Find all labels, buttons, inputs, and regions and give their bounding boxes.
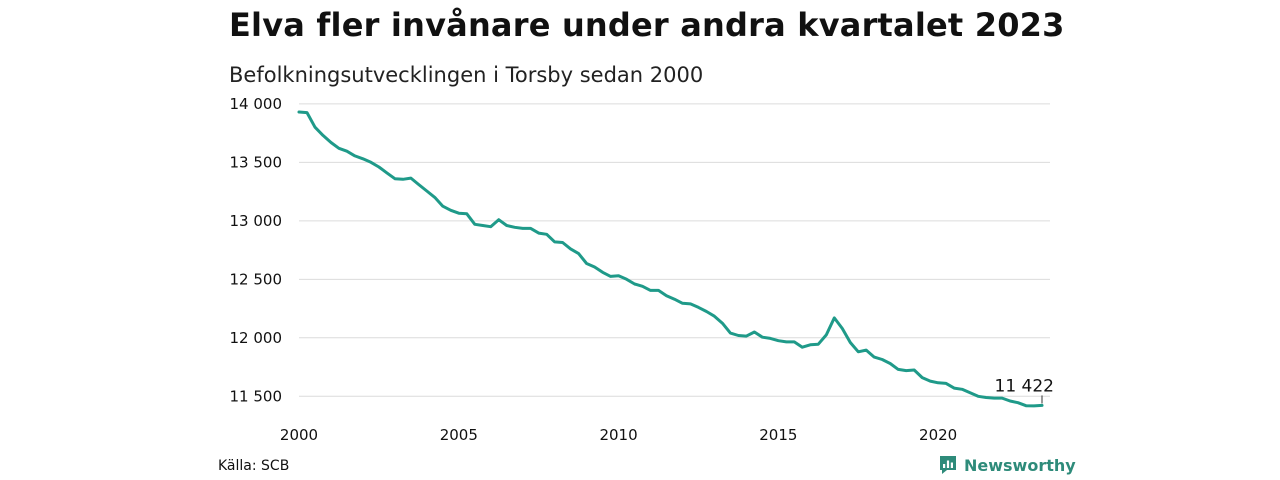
y-tick-label: 13 000 [230, 212, 283, 230]
y-tick-label: 11 500 [230, 387, 283, 405]
gridlines [299, 103, 1050, 397]
x-tick-label: 2015 [759, 426, 797, 444]
series-layer [297, 110, 1044, 408]
last-value-label: 11 422 [995, 376, 1054, 396]
x-axis-tick-labels: 2000 2005 2010 2015 2020 [280, 426, 957, 444]
chart-subtitle: Befolkningsutvecklingen i Torsby sedan 2… [229, 63, 704, 87]
brand-name: Newsworthy [964, 455, 1076, 475]
y-tick-label: 12 500 [230, 270, 283, 288]
series-line-population [297, 110, 1044, 408]
chart-title: Elva fler invånare under andra kvartalet… [229, 6, 1065, 44]
y-axis-tick-labels: 11 500 12 000 12 500 13 000 13 500 14 000 [230, 95, 283, 405]
source-note: Källa: SCB [218, 458, 290, 474]
y-tick-label: 14 000 [230, 95, 283, 113]
annotation-layer: 11 422 [995, 376, 1054, 404]
newsworthy-logo-icon [940, 456, 956, 474]
brand-logo[interactable]: Newsworthy [938, 455, 1076, 475]
y-tick-label: 12 000 [230, 329, 283, 347]
x-tick-label: 2020 [919, 426, 957, 444]
x-tick-label: 2000 [280, 426, 318, 444]
y-tick-label: 13 500 [230, 153, 283, 171]
x-tick-label: 2010 [599, 426, 637, 444]
x-tick-label: 2005 [440, 426, 478, 444]
